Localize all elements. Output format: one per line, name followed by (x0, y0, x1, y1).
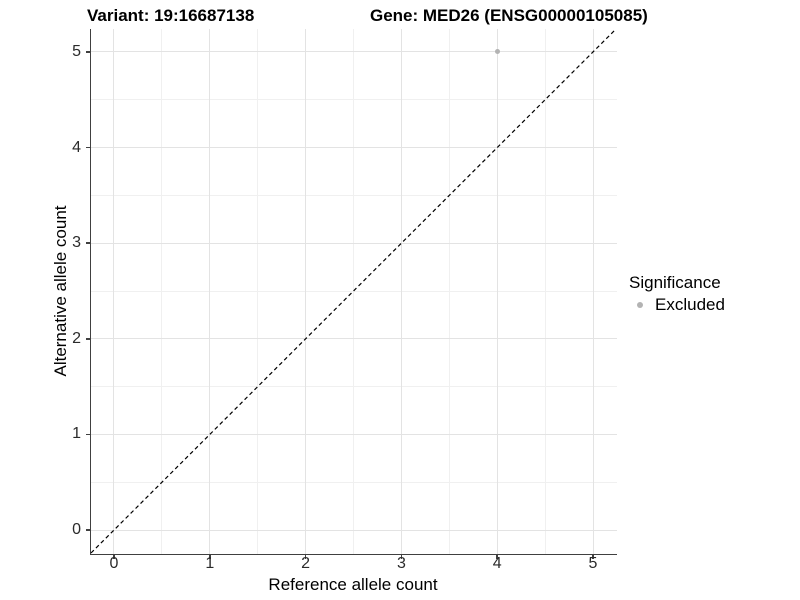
data-point (494, 49, 500, 55)
gridline-major (91, 147, 617, 149)
gridline-minor (91, 194, 617, 196)
gridline-minor (91, 481, 617, 483)
x-axis-tick (400, 553, 403, 559)
y-axis-tick (85, 529, 91, 531)
gridline-major (592, 29, 594, 554)
gridline-major (209, 29, 211, 554)
y-tick-label: 3 (72, 234, 81, 252)
y-tick-label: 5 (72, 42, 81, 60)
gridline-minor (91, 386, 617, 388)
x-axis-tick (304, 553, 307, 559)
plot-title-gene: Gene: MED26 (ENSG00000105085) (370, 6, 648, 25)
x-tick-label: 4 (492, 555, 502, 572)
legend-item-excluded: Excluded (629, 295, 725, 315)
y-tick-label: 4 (72, 138, 81, 156)
gridline-major (91, 433, 617, 435)
gridline-minor (544, 29, 546, 554)
legend-title: Significance (629, 273, 721, 292)
y-axis-tick (85, 242, 91, 244)
legend-key (629, 302, 653, 308)
y-axis-tick (85, 338, 91, 340)
identity-line-layer (90, 28, 617, 554)
identity-dashed-line (90, 28, 617, 554)
x-tick-label: 5 (588, 555, 598, 572)
gridline-major (496, 29, 498, 554)
y-axis-tick (85, 146, 91, 149)
gridline-major (91, 51, 617, 53)
x-axis-tick (209, 553, 211, 559)
legend: Significance Excluded (629, 273, 725, 315)
plot-panel (90, 28, 617, 555)
gridline-minor (353, 29, 354, 554)
gridline-major (91, 338, 617, 340)
gridline-minor (257, 29, 259, 554)
x-tick-label: 1 (205, 555, 215, 572)
y-tick-label: 2 (72, 329, 81, 347)
gridline-minor (448, 29, 450, 554)
gridline-major (305, 29, 307, 554)
x-tick-label: 2 (301, 555, 311, 572)
gridline-major (113, 29, 115, 554)
y-axis-tick (85, 51, 91, 53)
legend-point-icon (637, 302, 643, 308)
x-axis-tick (496, 553, 498, 559)
plot-title-variant: Variant: 19:16687138 (87, 6, 255, 25)
x-axis-title: Reference allele count (268, 575, 438, 594)
gridline-major (91, 529, 617, 531)
gridline-minor (161, 29, 163, 554)
gridline-major (400, 29, 402, 554)
legend-item-label: Excluded (655, 295, 725, 314)
y-tick-label: 1 (72, 425, 81, 443)
x-axis-tick (592, 553, 594, 559)
y-axis-title: Alternative allele count (51, 205, 70, 377)
x-tick-label: 3 (396, 555, 406, 572)
gridline-major (91, 242, 617, 244)
y-axis-tick (85, 433, 91, 436)
y-tick-label: 0 (72, 521, 81, 539)
gridline-minor (91, 99, 617, 101)
x-tick-label: 0 (109, 555, 119, 572)
x-axis-tick (113, 553, 115, 559)
